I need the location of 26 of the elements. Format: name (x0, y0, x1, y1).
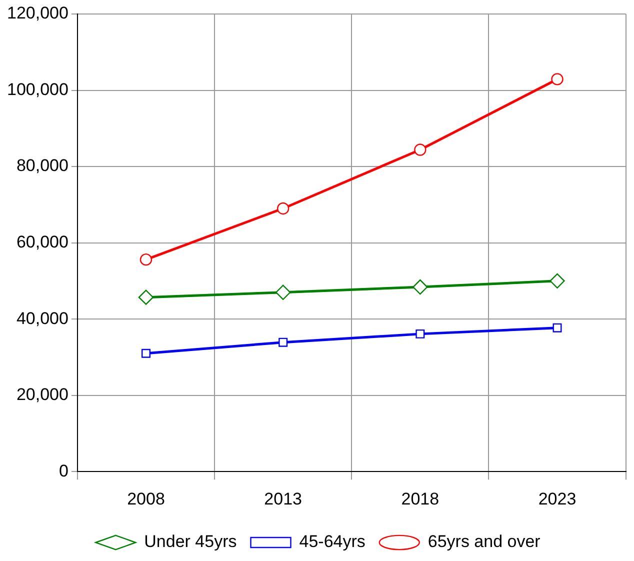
point (278, 338, 288, 347)
y-tick-label: 100,000 (7, 80, 68, 99)
point (138, 290, 154, 305)
y-tick-label: 60,000 (16, 232, 68, 252)
y-tick-label: 80,000 (16, 156, 68, 176)
legend-label: Under 45yrs (144, 532, 237, 552)
legend-label: 65yrs and over (428, 532, 541, 552)
point (140, 253, 152, 266)
point (276, 202, 290, 215)
point (275, 284, 291, 300)
point (142, 348, 150, 358)
x-tick-label: 2008 (127, 489, 165, 508)
x-tick-label: 2018 (401, 489, 440, 508)
x-tick-label: 2013 (264, 489, 302, 508)
point (552, 323, 562, 332)
point (551, 73, 564, 86)
point (416, 329, 425, 338)
point (414, 144, 426, 156)
x-tick-label: 2023 (538, 489, 576, 508)
point (550, 273, 565, 289)
y-tick-label: 20,000 (16, 385, 68, 404)
legend-label: 45-64yrs (299, 532, 366, 552)
point (412, 279, 428, 295)
y-tick-label: 120,000 (7, 4, 68, 23)
y-tick-label: 40,000 (16, 308, 68, 328)
y-tick-label: 0 (58, 461, 68, 480)
